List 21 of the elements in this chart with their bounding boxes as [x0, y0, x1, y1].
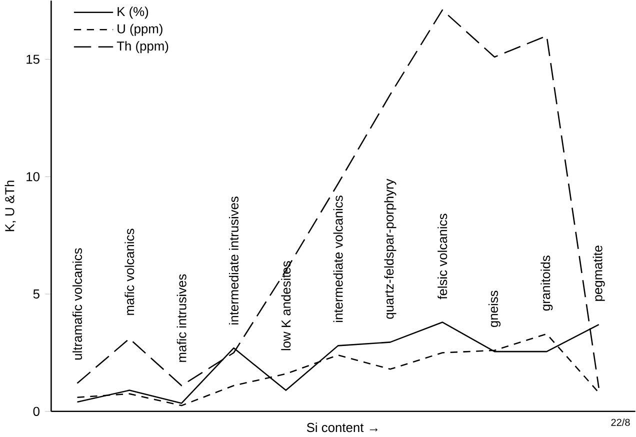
- x-tick-label: intermediate volcanics: [333, 196, 343, 322]
- legend-label: K (%): [118, 6, 148, 19]
- legend-label: Th (ppm): [116, 41, 168, 54]
- x-tick-label: quartz-feldspar-porphyry: [384, 178, 396, 319]
- y-tick-label: 5: [33, 290, 40, 299]
- x-tick-label: low K andesites: [281, 261, 291, 350]
- legend-label: U (ppm): [118, 24, 162, 36]
- y-tick-label: 15: [26, 54, 40, 64]
- y-tick-label: 10: [26, 172, 40, 182]
- x-tick-label: granitoids: [540, 256, 553, 311]
- y-tick-label: 0: [33, 406, 40, 416]
- x-tick-label: gneiss: [488, 290, 501, 328]
- x-axis-title: Si content →: [306, 422, 378, 432]
- y-axis-title: K, U &Th: [4, 180, 16, 232]
- x-tick-label: mafic intrusives: [176, 274, 186, 362]
- text: 22/8: [611, 418, 630, 426]
- x-tick-label: intermediate intrusives: [228, 196, 238, 324]
- x-tick-label: pegmatite: [592, 246, 605, 301]
- x-tick-label: mafic volcanics: [124, 228, 134, 316]
- x-tick-label: felsic volcanics: [438, 214, 448, 300]
- x-tick-label: ultramafic volcanics: [72, 248, 82, 360]
